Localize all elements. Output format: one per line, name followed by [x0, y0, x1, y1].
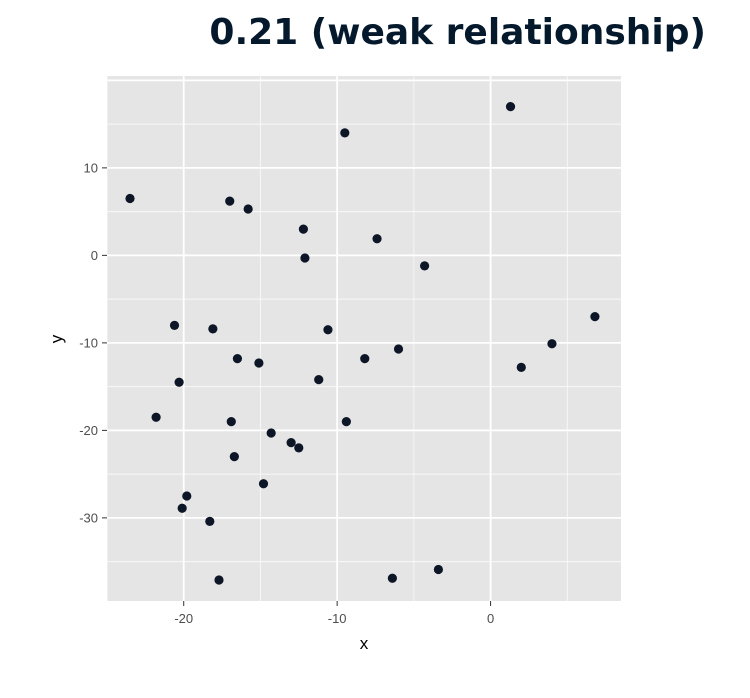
x-axis-ticks: -20 -10 0 [174, 601, 494, 626]
data-point [341, 417, 351, 427]
data-point [225, 196, 235, 206]
data-point [516, 362, 526, 372]
data-point [266, 428, 276, 438]
data-point [258, 479, 269, 489]
data-point [505, 102, 516, 112]
x-tick-label: -20 [174, 611, 193, 626]
data-point [393, 344, 404, 354]
data-point [243, 204, 253, 214]
data-point [323, 325, 333, 335]
data-point [214, 575, 224, 585]
x-tick-label: -10 [328, 611, 347, 626]
y-axis-title: y [47, 334, 66, 343]
y-tick-label: -10 [79, 335, 98, 350]
data-point [254, 358, 264, 368]
data-point [177, 503, 187, 513]
data-point [182, 491, 192, 501]
major-gridlines [107, 76, 621, 601]
data-point [174, 377, 184, 387]
plot-panel [107, 76, 621, 601]
data-point [226, 417, 236, 427]
data-point [294, 443, 304, 453]
data-point [125, 193, 135, 204]
data-point [229, 452, 239, 462]
data-point [286, 438, 296, 448]
data-point [372, 234, 382, 244]
x-tick-label: 0 [487, 611, 494, 626]
data-point [314, 375, 324, 385]
y-tick-label: 10 [84, 160, 98, 175]
y-tick-label: -20 [79, 423, 98, 438]
data-point [205, 516, 215, 526]
data-point [433, 564, 444, 575]
data-point [300, 253, 310, 263]
y-tick-label: 0 [91, 248, 98, 263]
x-axis-title: x [360, 634, 369, 653]
minor-gridlines [106, 76, 621, 601]
data-point [232, 354, 243, 364]
data-point [547, 339, 557, 349]
data-point [360, 354, 370, 364]
data-point [340, 128, 350, 138]
y-tick-label: -30 [79, 510, 98, 525]
data-point [387, 573, 397, 583]
data-point [298, 224, 308, 234]
data-point [590, 312, 600, 322]
data-point [208, 324, 218, 334]
data-point [420, 261, 430, 271]
y-axis-ticks: -30 -20 -10 0 10 [79, 160, 107, 525]
data-points [125, 102, 600, 585]
chart-title: 0.21 (weak relationship) [209, 12, 706, 53]
data-point [151, 412, 161, 422]
data-point [169, 320, 180, 330]
